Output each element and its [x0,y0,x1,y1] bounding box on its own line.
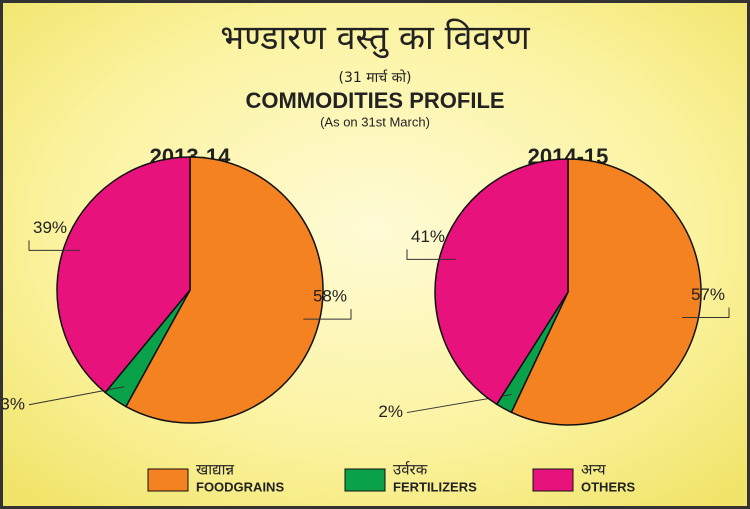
leader-line [406,249,456,260]
legend-hindi: अन्य [581,461,606,479]
legend-label: FERTILIZERS [393,479,477,494]
leader-line [682,307,730,319]
legend-hindi: उर्वरक [393,461,428,479]
data-label: 58% [313,287,347,306]
data-label: 57% [691,285,725,304]
subtitle: (As on 31st March) [320,114,430,129]
data-label: 3% [0,394,25,413]
pie-slice [510,158,702,426]
legend-label: FOODGRAINS [196,479,284,494]
data-label: 41% [411,227,445,246]
title: COMMODITIES PROFILE [245,88,504,113]
leader-line [28,240,80,251]
pie-slice [124,156,324,424]
legend-hindi: खाद्यान्न [196,461,234,479]
data-label: 2% [378,402,403,421]
leader-line [303,309,352,320]
hindi-title: भण्डारण वस्तु का विवरण [220,18,531,59]
legend-swatch [147,468,189,492]
legend-swatch [344,468,386,492]
pie-slice [56,156,191,394]
hindi-subtitle: (31 मार्च को) [339,69,412,86]
data-label: 39% [33,218,67,237]
legend-swatch [532,468,574,492]
legend-label: OTHERS [581,479,636,494]
pie-slice [434,158,569,406]
